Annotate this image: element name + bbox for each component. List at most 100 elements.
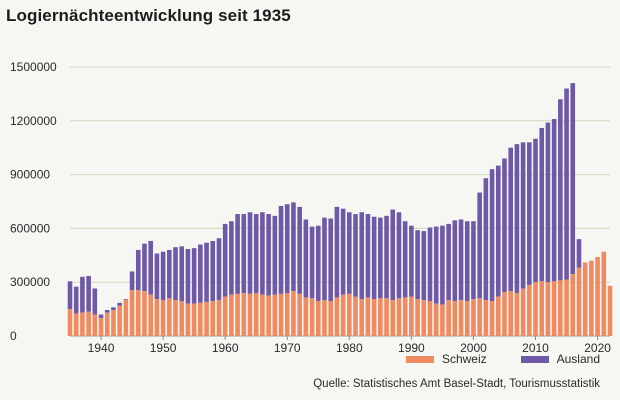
bar-schweiz: [315, 301, 321, 336]
bar-schweiz: [191, 303, 197, 336]
x-tick-label: 1990: [398, 341, 425, 355]
bar-ausland: [576, 239, 582, 268]
bar-ausland: [378, 217, 383, 299]
bar-ausland: [73, 286, 79, 314]
bar-schweiz: [160, 300, 166, 336]
bar-schweiz: [129, 290, 135, 336]
bar-schweiz: [222, 296, 228, 336]
bar-ausland: [564, 88, 569, 280]
bar-schweiz: [334, 297, 340, 336]
bar-ausland: [154, 253, 160, 300]
bar-ausland: [104, 309, 110, 313]
legend-label-schweiz: Schweiz: [441, 352, 487, 366]
bar-schweiz: [551, 281, 557, 336]
bar-schweiz: [241, 292, 247, 336]
bar-ausland: [92, 288, 98, 315]
bar-schweiz: [173, 300, 178, 336]
x-tick-label: 1960: [212, 341, 239, 355]
bar-schweiz: [378, 298, 383, 336]
bar-schweiz: [533, 282, 538, 336]
bar-ausland: [427, 227, 433, 302]
bar-schweiz: [452, 301, 458, 336]
bar-schweiz: [458, 300, 464, 336]
bar-schweiz: [340, 294, 346, 336]
legend: Schweiz Ausland: [405, 352, 600, 366]
bar-schweiz: [260, 294, 265, 336]
bar-schweiz: [390, 300, 396, 336]
bar-ausland: [291, 202, 296, 292]
bar-ausland: [260, 212, 265, 295]
bar-schweiz: [297, 293, 302, 336]
bar-ausland: [446, 223, 451, 301]
bar-schweiz: [359, 299, 365, 336]
bar-ausland: [483, 178, 489, 301]
source-note: Quelle: Statistisches Amt Basel-Stadt, T…: [313, 378, 600, 390]
bar-schweiz: [564, 279, 569, 336]
bar-schweiz: [291, 291, 296, 336]
bar-ausland: [371, 216, 377, 300]
bar-schweiz: [464, 301, 470, 336]
bar-schweiz: [502, 292, 507, 336]
bar-ausland: [284, 204, 290, 293]
bar-schweiz: [545, 282, 551, 336]
bar-ausland: [86, 275, 91, 312]
bar-schweiz: [508, 291, 513, 336]
bar-ausland: [98, 314, 104, 319]
bar-schweiz: [142, 291, 147, 336]
bar-schweiz: [483, 300, 489, 336]
bar-ausland: [216, 238, 222, 301]
bar-schweiz: [601, 251, 607, 336]
bar-schweiz: [347, 293, 352, 336]
bar-schweiz: [67, 309, 73, 336]
bar-schweiz: [477, 298, 482, 336]
bar-schweiz: [328, 301, 333, 336]
bar-schweiz: [607, 285, 613, 336]
bar-ausland: [148, 240, 153, 295]
bar-ausland: [390, 209, 396, 301]
bar-ausland: [266, 214, 271, 296]
bar-ausland: [334, 206, 340, 298]
bar-schweiz: [539, 281, 545, 336]
bar-ausland: [440, 225, 445, 305]
bar-ausland: [123, 299, 129, 301]
bar-ausland: [322, 217, 327, 301]
bar-schweiz: [396, 298, 402, 336]
bar-ausland: [173, 247, 178, 301]
y-tick-label: 900000: [10, 168, 50, 182]
bar-ausland: [359, 212, 365, 300]
bar-ausland: [272, 215, 278, 295]
bar-schweiz: [86, 311, 91, 336]
x-tick-label: 2010: [522, 341, 549, 355]
bar-schweiz: [253, 292, 259, 336]
bar-ausland: [402, 221, 408, 298]
bar-ausland: [396, 212, 402, 299]
bar-schweiz: [520, 288, 526, 336]
bar-schweiz: [433, 303, 439, 336]
bar-ausland: [229, 221, 234, 295]
bar-ausland: [297, 206, 302, 294]
bar-ausland: [80, 276, 85, 313]
bar-ausland: [210, 240, 216, 302]
bar-ausland: [545, 122, 551, 283]
bar-ausland: [204, 242, 209, 302]
bar-ausland: [495, 165, 501, 297]
bar-schweiz: [489, 301, 495, 336]
bar-schweiz: [284, 292, 290, 336]
x-tick-label: 1950: [150, 341, 177, 355]
bar-ausland: [179, 246, 185, 302]
bar-ausland: [241, 214, 247, 293]
x-tick-label: 1980: [336, 341, 363, 355]
bar-ausland: [191, 248, 197, 304]
legend-item-schweiz: Schweiz: [405, 352, 487, 366]
bar-ausland: [458, 219, 464, 301]
x-tick-label: 2020: [584, 341, 611, 355]
bar-schweiz: [80, 312, 85, 336]
bar-ausland: [464, 221, 470, 302]
bar-schweiz: [471, 299, 476, 336]
bar-schweiz: [198, 302, 203, 336]
bar-schweiz: [353, 296, 358, 336]
bar-schweiz: [92, 314, 98, 336]
bar-ausland: [111, 307, 116, 310]
bar-schweiz: [384, 298, 389, 336]
